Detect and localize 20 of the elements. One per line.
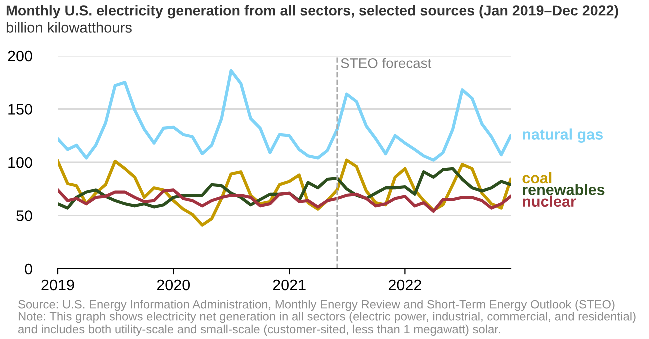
y-tick-label: 150 bbox=[8, 104, 32, 115]
ref-line-label: STEO forecast bbox=[341, 58, 432, 68]
y-axis-title: billion kilowatthours bbox=[6, 22, 132, 33]
y-tick-label: 50 bbox=[16, 210, 32, 222]
source-note: Source: U.S. Energy Information Administration, Monthly Energy Review and Short-Term Energy Outlook (STEO) bbox=[18, 300, 615, 312]
y-tick-label: 200 bbox=[8, 50, 32, 62]
x-tick-label: 2021 bbox=[273, 280, 306, 291]
x-tick-label: 2019 bbox=[42, 280, 74, 291]
series-label: nuclear bbox=[523, 196, 576, 208]
x-tick-label: 2020 bbox=[157, 280, 190, 291]
series-label: renewables bbox=[523, 184, 605, 196]
line-series bbox=[58, 188, 511, 214]
text: Note: This graph shows electricity net generation in all sectors (electric power, industrial, commercial, and residential) and includes both utility-scale and small-scale (customer-sited, less than 1 megawatt) solar. bbox=[18, 312, 636, 336]
series-label: natural gas bbox=[523, 128, 603, 144]
x-tick-label: 2022 bbox=[388, 280, 422, 291]
chart-title: Monthly U.S. electricity generation from all sectors, selected sources (Jan 2019–Dec 2022) bbox=[6, 5, 618, 19]
y-tick-label: 100 bbox=[8, 157, 32, 168]
y-tick-label: 0 bbox=[25, 264, 32, 275]
line-series bbox=[58, 69, 511, 162]
series-label: coal bbox=[522, 172, 552, 184]
